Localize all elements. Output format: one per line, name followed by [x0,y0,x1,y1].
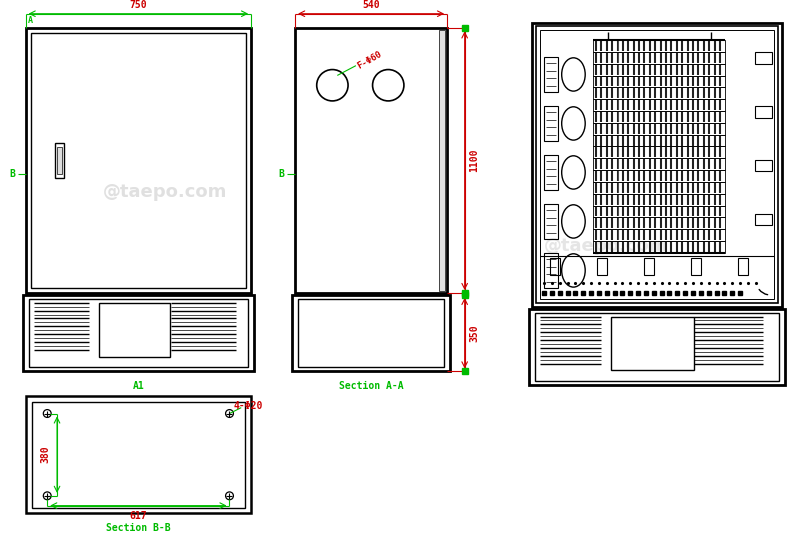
Bar [544,155,558,190]
Bar [530,309,785,385]
Bar [26,28,251,293]
Text: A1: A1 [133,381,144,391]
Bar [535,312,779,381]
Text: Section B-B: Section B-B [106,523,170,533]
Text: 350: 350 [470,324,479,342]
Bar [544,253,558,288]
Bar [593,241,726,253]
Bar [593,40,726,52]
Text: A: A [28,16,33,25]
Text: Section A-A: Section A-A [338,381,403,391]
Bar [439,31,445,291]
Text: 1100: 1100 [470,149,479,173]
Bar [593,99,726,111]
Bar [593,87,726,99]
Bar [593,146,726,158]
Text: 617: 617 [130,510,147,520]
Bar [754,106,772,117]
Bar [544,204,558,239]
Bar [593,193,726,205]
Text: F-Φ60: F-Φ60 [356,49,384,70]
Text: B: B [9,169,15,179]
Bar [298,299,444,368]
Bar [593,182,726,193]
Bar [593,111,726,123]
Bar [593,229,726,241]
Bar [738,258,748,276]
Bar [593,135,726,146]
Bar [29,299,248,368]
Text: 380: 380 [40,446,50,464]
Bar [593,170,726,182]
Bar [754,160,772,172]
Bar [30,33,246,288]
Bar [754,52,772,64]
Text: 540: 540 [362,0,380,10]
Bar [597,258,606,276]
Bar [99,303,170,356]
Text: B: B [278,169,284,179]
Bar [593,123,726,135]
Bar [593,52,726,64]
Text: 750: 750 [130,0,147,10]
Bar [292,295,450,371]
Text: @taepo.com: @taepo.com [543,237,668,255]
Bar [610,316,694,370]
Bar [31,402,245,508]
Text: 4-Φ20: 4-Φ20 [234,401,262,411]
Bar [550,258,560,276]
Bar [544,57,558,92]
Bar [295,28,447,293]
Bar [754,214,772,225]
Bar [540,31,774,299]
Bar [26,396,251,513]
Bar [55,143,64,178]
Text: @taepo.com: @taepo.com [102,183,227,201]
Bar [593,76,726,87]
Bar [593,158,726,170]
Bar [593,205,726,218]
Bar [532,23,782,307]
Bar [22,295,254,371]
Bar [593,218,726,229]
Bar [593,64,726,76]
Bar [544,106,558,141]
Bar [57,147,62,174]
Bar [644,258,654,276]
Bar [536,26,778,303]
Bar [691,258,701,276]
